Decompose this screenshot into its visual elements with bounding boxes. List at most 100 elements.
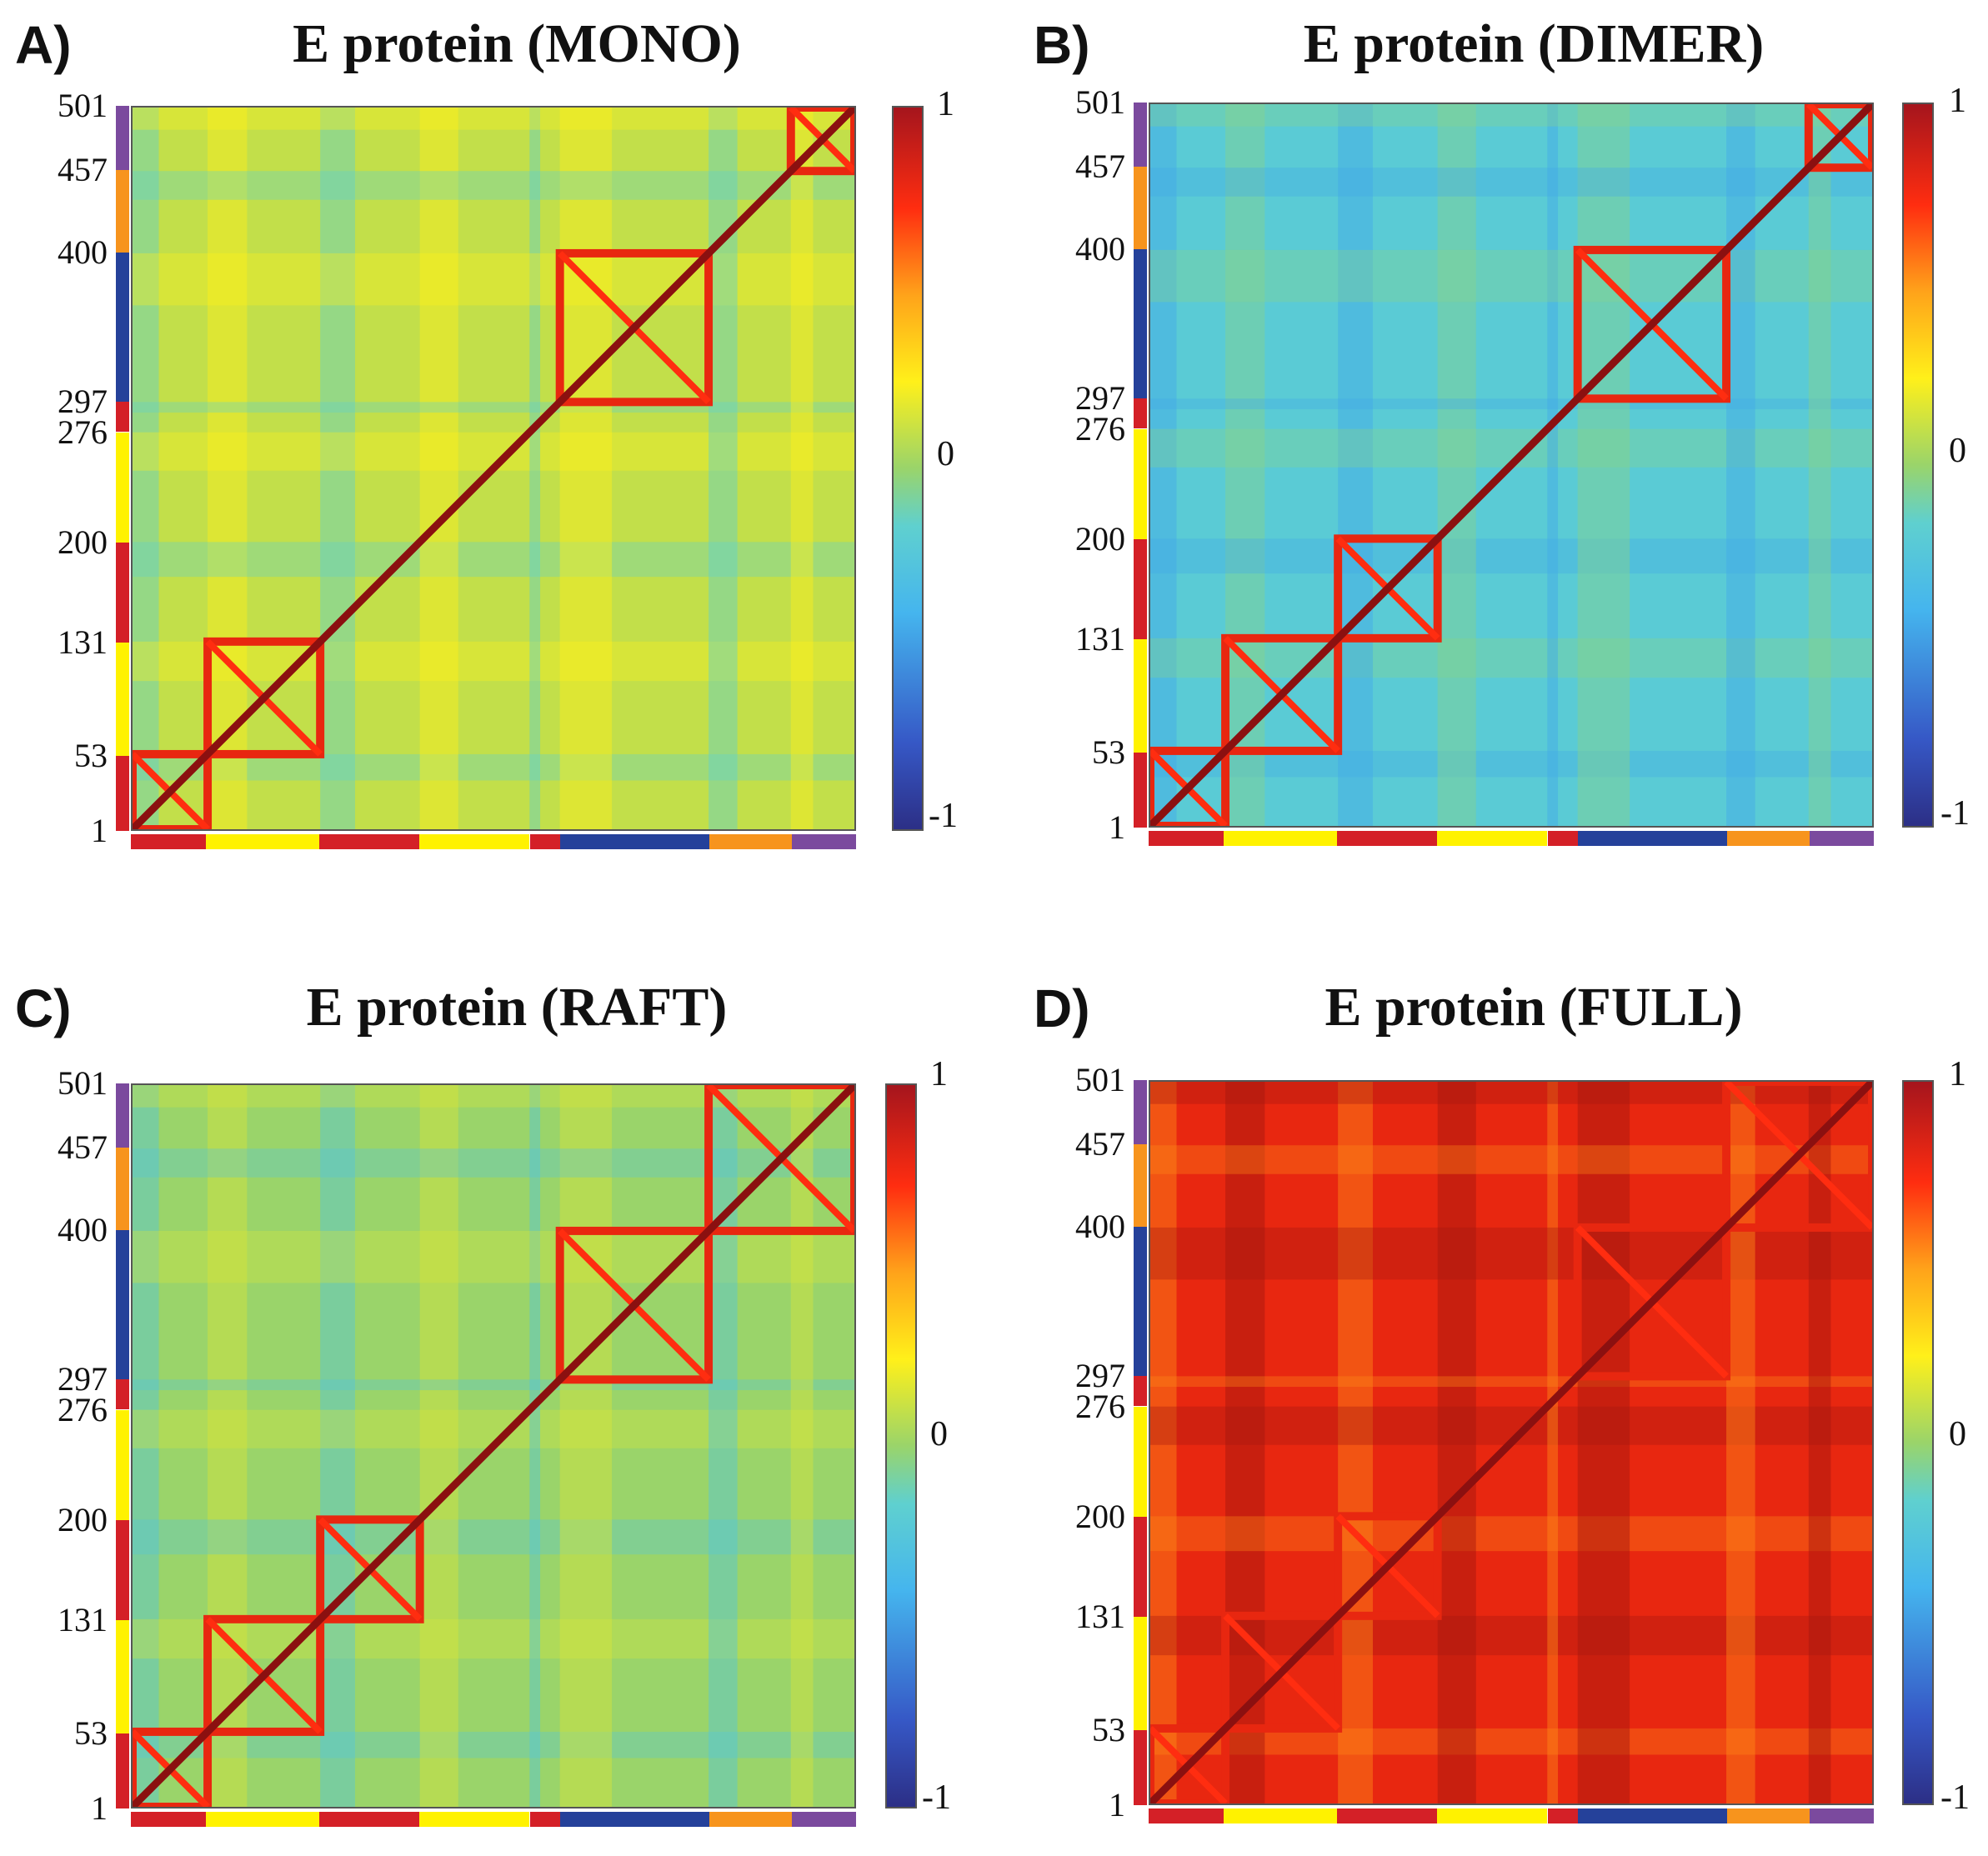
heatmap-svg bbox=[1150, 1082, 1872, 1803]
colorbar-min-label: -1 bbox=[1940, 1778, 1970, 1817]
domain-segment-left bbox=[116, 542, 129, 643]
heatmap-stripe-h bbox=[1150, 1376, 1872, 1388]
diagonal-line bbox=[1150, 1082, 1872, 1803]
panel-letter: C) bbox=[15, 978, 72, 1038]
heatmap-stripe-v bbox=[559, 108, 613, 829]
y-tick-label: 501 bbox=[1075, 1061, 1125, 1098]
domain-segment-bottom bbox=[319, 1812, 420, 1827]
domain-segment-bottom bbox=[1437, 1808, 1548, 1823]
domain-segment-left bbox=[1134, 638, 1147, 753]
domain-segment-bottom bbox=[1547, 1808, 1579, 1823]
correlated-block bbox=[786, 108, 854, 176]
domain-segment-left bbox=[1134, 1143, 1147, 1227]
correlated-block bbox=[1221, 633, 1343, 755]
domain-segment-bottom bbox=[1810, 1808, 1874, 1823]
domain-segment-left bbox=[116, 1378, 129, 1410]
heatmap-stripe-h bbox=[133, 1230, 854, 1283]
correlated-block bbox=[1722, 1082, 1872, 1232]
heatmap-stripe-v bbox=[1150, 1082, 1177, 1803]
heatmap-stripe-h bbox=[133, 1519, 854, 1555]
heatmap-stripe-h bbox=[1150, 1615, 1872, 1656]
domain-segment-left bbox=[116, 1619, 129, 1733]
colorbar-max-label: 1 bbox=[937, 85, 954, 123]
heatmap-stripe-v bbox=[529, 108, 541, 829]
y-tick-label: 53 bbox=[74, 736, 108, 774]
heatmap-stripe-h bbox=[1150, 538, 1872, 574]
heatmap-stripe-v bbox=[709, 1085, 738, 1807]
y-tick-label: 297 bbox=[58, 1359, 108, 1398]
y-tick-label: 276 bbox=[1075, 1387, 1125, 1425]
panel-letter: B) bbox=[1034, 15, 1090, 75]
colorbar-min-label: -1 bbox=[929, 797, 958, 835]
correlated-block bbox=[203, 637, 325, 758]
heatmap bbox=[1149, 1080, 1874, 1805]
colorbar bbox=[892, 106, 924, 831]
correlated-block bbox=[203, 1614, 325, 1736]
domain-segment-left bbox=[116, 432, 129, 543]
heatmap-stripe-v bbox=[1808, 1082, 1831, 1803]
correlated-block bbox=[704, 1085, 854, 1235]
domain-segment-bottom bbox=[131, 834, 207, 849]
heatmap-stripe-v bbox=[559, 1085, 613, 1807]
heatmap-stripe-v bbox=[320, 108, 355, 829]
domain-segment-left bbox=[1134, 398, 1147, 429]
colorbar bbox=[1902, 103, 1934, 828]
domain-segment-left bbox=[116, 1147, 129, 1230]
domain-segment-bottom bbox=[206, 834, 320, 849]
heatmap-stripe-v bbox=[1547, 1082, 1559, 1803]
y-tick-label: 53 bbox=[74, 1713, 108, 1752]
y-tick-label: 457 bbox=[1075, 147, 1125, 185]
diagonal-line bbox=[133, 108, 854, 829]
domain-segment-bottom bbox=[1337, 831, 1438, 846]
diagonal-line bbox=[133, 1085, 854, 1807]
domain-segment-bottom bbox=[1149, 831, 1224, 846]
y-tick-label: 1 bbox=[91, 1789, 108, 1827]
heatmap-stripe-h bbox=[133, 1618, 854, 1659]
y-tick-label: 131 bbox=[58, 1600, 108, 1638]
heatmap-stripe-v bbox=[1577, 104, 1630, 826]
colorbar-max-label: 1 bbox=[1949, 1055, 1966, 1093]
correlated-block bbox=[316, 1515, 424, 1623]
heatmap-stripe-v bbox=[1225, 104, 1265, 826]
domain-segment-left bbox=[116, 169, 129, 253]
heatmap bbox=[131, 1083, 856, 1808]
y-tick-label: 501 bbox=[58, 87, 108, 124]
y-tick-label: 276 bbox=[1075, 409, 1125, 448]
heatmap-stripe-h bbox=[133, 171, 854, 200]
heatmap-svg bbox=[133, 1085, 854, 1807]
heatmap-stripe-v bbox=[1437, 104, 1476, 826]
heatmap-stripe-h bbox=[1150, 1227, 1872, 1280]
heatmap-stripe-h bbox=[133, 108, 854, 130]
domain-segment-bottom bbox=[1578, 831, 1728, 846]
domain-segment-bottom bbox=[419, 1812, 530, 1827]
heatmap-stripe-h bbox=[1150, 398, 1872, 410]
panel-letter: A) bbox=[15, 15, 72, 75]
domain-segment-bottom bbox=[529, 834, 561, 849]
correlated-block bbox=[1573, 245, 1731, 403]
correlated-block bbox=[133, 1727, 213, 1807]
domain-segment-left bbox=[116, 1519, 129, 1620]
domain-segment-bottom bbox=[792, 834, 856, 849]
y-tick-label: 501 bbox=[58, 1064, 108, 1102]
heatmap-stripe-v bbox=[790, 1085, 814, 1807]
domain-segment-left bbox=[1134, 1616, 1147, 1730]
domain-segment-left bbox=[1134, 103, 1147, 167]
correlated-block bbox=[1150, 746, 1230, 826]
panel-title: E protein (DIMER) bbox=[1303, 13, 1765, 74]
domain-segment-left bbox=[1134, 1375, 1147, 1407]
y-tick-label: 131 bbox=[1075, 619, 1125, 658]
y-tick-label: 200 bbox=[58, 523, 108, 561]
domain-segment-bottom bbox=[1149, 1808, 1224, 1823]
heatmap-stripe-v bbox=[208, 108, 248, 829]
y-tick-label: 200 bbox=[1075, 1497, 1125, 1535]
heatmap-stripe-h bbox=[133, 1379, 854, 1391]
domain-segment-left bbox=[1134, 1516, 1147, 1617]
heatmap-stripe-h bbox=[1150, 1516, 1872, 1552]
domain-segment-bottom bbox=[1547, 831, 1579, 846]
domain-segment-left bbox=[1134, 248, 1147, 398]
domain-segment-left bbox=[116, 252, 129, 402]
heatmap-stripe-h bbox=[133, 402, 854, 413]
heatmap-stripe-h bbox=[133, 542, 854, 578]
heatmap-stripe-v bbox=[208, 1085, 248, 1807]
correlated-block bbox=[133, 749, 213, 829]
